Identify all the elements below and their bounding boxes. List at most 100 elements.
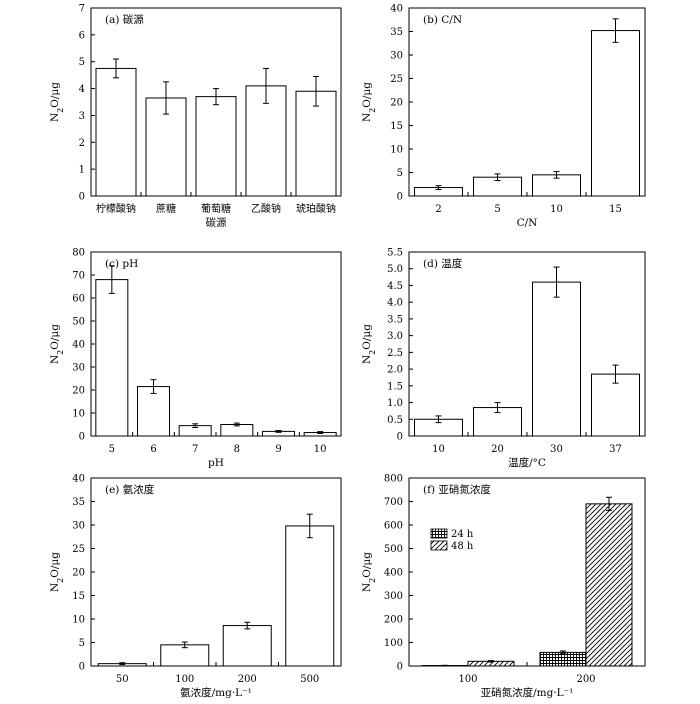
y-tick-label: 15 — [72, 591, 85, 602]
y-tick-label: 80 — [72, 248, 85, 259]
y-tick-label: 30 — [72, 363, 85, 374]
y-tick-label: 35 — [72, 497, 85, 508]
y-tick-label: 15 — [390, 121, 403, 132]
y-tick-label: 3.0 — [387, 331, 403, 342]
y-tick-label: 10 — [72, 409, 85, 420]
y-tick-label: 5 — [79, 57, 85, 68]
y-axis-label: N2O/μg — [49, 324, 65, 364]
y-tick-label: 2.5 — [387, 348, 403, 359]
x-axis-label: 亚硝氮浓度/mg·L⁻¹ — [481, 686, 574, 699]
panel-title: (a) 碳源 — [105, 13, 144, 26]
y-tick-label: 600 — [384, 521, 403, 532]
x-tick-label: 100 — [175, 674, 194, 685]
x-tick-label: 500 — [300, 674, 319, 685]
x-tick-label: 30 — [550, 444, 563, 455]
x-axis-label: 碳源 — [206, 216, 227, 229]
legend-swatch-48h — [430, 540, 448, 551]
y-tick-label: 40 — [72, 474, 85, 485]
x-tick-label: 200 — [238, 674, 257, 685]
y-tick-label: 0 — [79, 432, 85, 443]
y-axis-label: N2O/μg — [361, 82, 377, 122]
y-tick-label: 70 — [72, 271, 85, 282]
y-tick-label: 2.0 — [387, 365, 403, 376]
x-axis-label: C/N — [517, 217, 538, 229]
y-tick-label: 25 — [72, 544, 85, 555]
panel-title: (f) 亚硝氮浓度 — [423, 483, 491, 496]
panel-title: (c) pH — [105, 258, 138, 270]
y-tick-label: 4 — [79, 84, 85, 95]
x-tick-label: 7 — [192, 444, 198, 455]
bar-6 — [137, 386, 170, 437]
y-tick-label: 60 — [72, 294, 85, 305]
x-tick-label: 200 — [576, 674, 595, 685]
y-axis-label: N2O/μg — [361, 324, 377, 364]
panel-title: (e) 氨浓度 — [105, 483, 155, 496]
y-tick-label: 0 — [397, 192, 403, 203]
y-tick-label: 300 — [384, 591, 403, 602]
legend-label: 24 h — [451, 529, 474, 540]
x-axis-label: 氨浓度/mg·L⁻¹ — [180, 686, 252, 699]
y-tick-label: 50 — [72, 317, 85, 328]
x-tick-label: 9 — [275, 444, 281, 455]
y-tick-label: 1.0 — [387, 398, 403, 409]
y-tick-label: 5.5 — [387, 248, 403, 259]
y-axis-label: N2O/μg — [361, 552, 377, 592]
y-axis-label: N2O/μg — [49, 82, 65, 122]
y-tick-label: 5.0 — [387, 264, 403, 275]
x-tick-label: 6 — [150, 444, 156, 455]
y-tick-label: 7 — [79, 4, 85, 15]
bar-柠檬酸钠 — [95, 67, 137, 197]
bar-葡萄糖 — [195, 96, 237, 197]
y-tick-label: 40 — [390, 4, 403, 15]
panel-title: (b) C/N — [423, 14, 462, 26]
chart-panel-f: 0 100 200 300 400 500 600 700 800 100 200 (f) 亚硝氮浓度… — [361, 474, 646, 699]
plot-frame — [90, 251, 342, 437]
y-tick-label: 700 — [384, 497, 403, 508]
y-axis-label: N2O/μg — [49, 552, 65, 592]
bar-乙酸钠 — [245, 85, 287, 197]
legend-label: 48 h — [451, 541, 474, 552]
y-tick-label: 25 — [390, 74, 403, 85]
x-tick-label: 10 — [550, 204, 563, 215]
legend-swatch-24h — [430, 528, 448, 539]
y-tick-label: 10 — [390, 145, 403, 156]
y-tick-label: 20 — [390, 98, 403, 109]
y-tick-label: 0.5 — [387, 415, 403, 426]
y-tick-label: 3 — [79, 111, 85, 122]
y-tick-label: 10 — [72, 615, 85, 626]
y-tick-label: 5 — [397, 168, 403, 179]
bar-24h-200 — [539, 651, 587, 667]
y-tick-label: 100 — [384, 638, 403, 649]
x-tick-label: 100 — [458, 674, 477, 685]
y-tick-label: 20 — [72, 386, 85, 397]
bar-48h-200 — [585, 503, 633, 667]
y-tick-label: 0 — [397, 432, 403, 443]
y-tick-label: 0 — [79, 662, 85, 673]
x-tick-label: 8 — [234, 444, 240, 455]
x-tick-label: 10 — [432, 444, 445, 455]
panel-title: (d) 温度 — [423, 257, 463, 270]
chart-panel-d: 0 0.5 1.0 1.5 2.0 2.5 3.0 3.5 4.0 4.5 5.0 5.5 10 20 30… — [361, 248, 646, 469]
y-tick-label: 4.0 — [387, 298, 403, 309]
bar-30 — [532, 281, 581, 437]
x-tick-label: 15 — [609, 204, 622, 215]
y-tick-label: 4.5 — [387, 281, 403, 292]
bar-200 — [222, 625, 272, 667]
y-tick-label: 2 — [79, 138, 85, 149]
y-tick-label: 0 — [397, 662, 403, 673]
x-tick-label: 2 — [435, 204, 441, 215]
x-tick-label: 蔗糖 — [156, 202, 176, 215]
y-tick-label: 6 — [79, 30, 85, 41]
chart-panel-c: 0 10 20 30 40 50 60 70 80 5 6 7 8 9 10 (c) pH pH N2O/μg — [49, 248, 342, 469]
bar-5 — [95, 279, 129, 437]
y-tick-label: 40 — [72, 340, 85, 351]
bar-500 — [285, 525, 335, 667]
x-tick-label: 37 — [609, 444, 622, 455]
x-tick-label: 柠檬酸钠 — [96, 202, 136, 215]
chart-panel-e: 0 5 10 15 20 25 30 35 40 50 100 200 500 (e) 氨浓度氨浓度/mg… — [49, 474, 342, 699]
bar-琥珀酸钠 — [295, 90, 337, 197]
x-tick-label: 葡萄糖 — [201, 202, 231, 215]
x-tick-label: 乙酸钠 — [251, 202, 281, 215]
